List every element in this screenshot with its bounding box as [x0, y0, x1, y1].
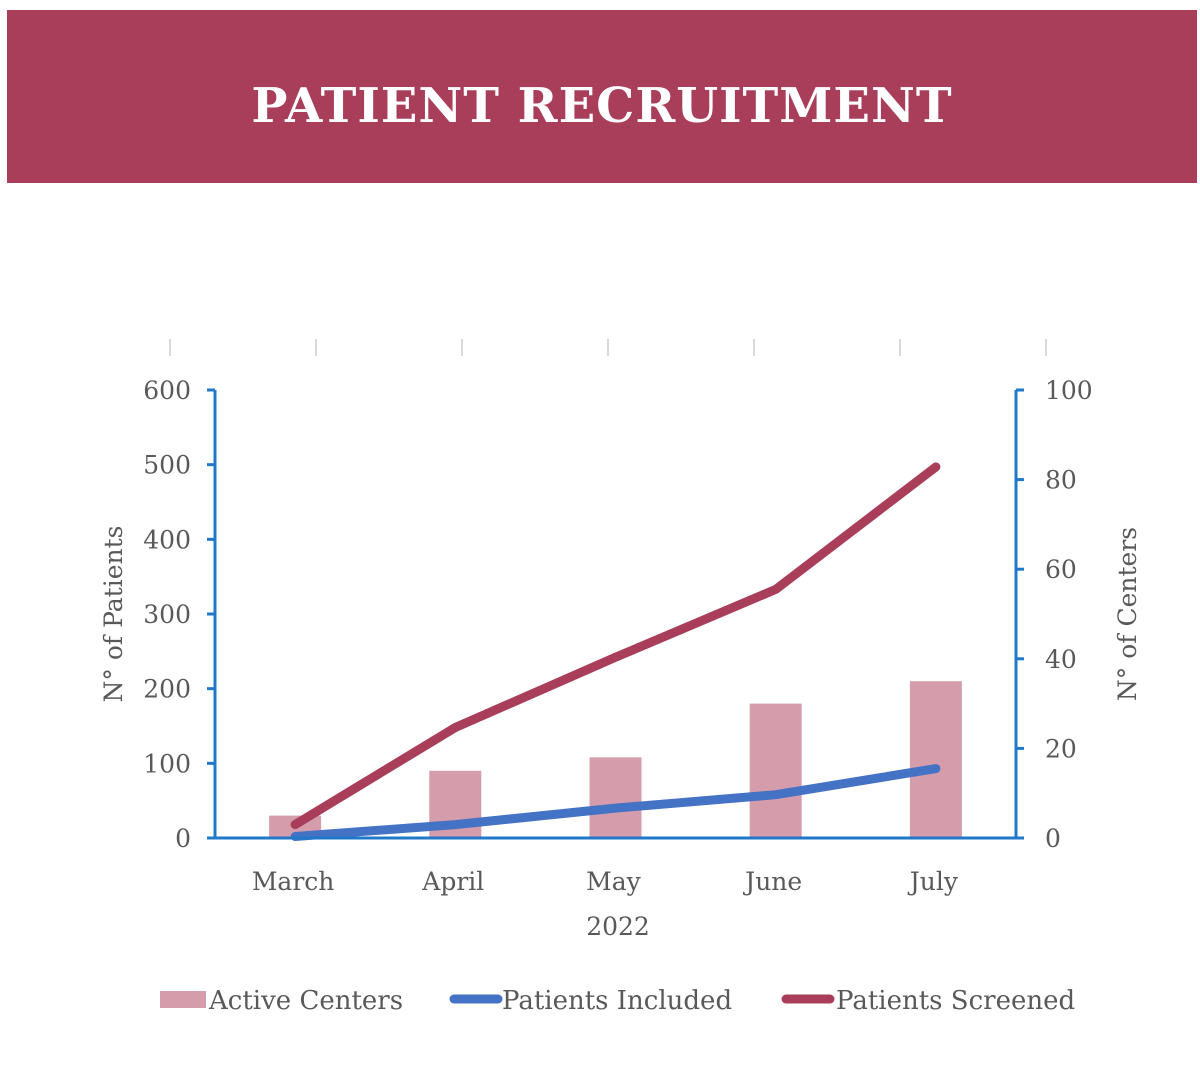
- right-axis-title: N° of Centers: [1113, 527, 1142, 701]
- x-tick-label-march: March: [252, 867, 335, 896]
- right-tick-label: 20: [1045, 734, 1077, 763]
- axis-labels: 0 100 200 300 400 500 600 0 20 40 60 80 100 March Apri…: [99, 376, 1142, 941]
- x-tick-label-may: May: [586, 867, 642, 896]
- left-tick-label: 100: [143, 749, 191, 778]
- left-tick-label: 500: [143, 451, 191, 480]
- left-axis-title: N° of Patients: [99, 526, 128, 703]
- legend-label-patients-included: Patients Included: [502, 986, 732, 1016]
- left-tick-label: 0: [175, 824, 191, 853]
- right-tick-label: 60: [1045, 555, 1077, 584]
- x-tick-label-june: June: [742, 867, 802, 896]
- line-patients-screened: [290, 462, 941, 830]
- bar-june: [749, 703, 802, 838]
- left-tick-label: 200: [143, 675, 191, 704]
- top-tick-marks: [169, 339, 1047, 356]
- legend-label-active-centers: Active Centers: [208, 986, 403, 1016]
- right-tick-label: 100: [1045, 376, 1093, 405]
- legend-swatch-active-centers: [160, 991, 206, 1008]
- right-tick-label: 40: [1045, 645, 1077, 674]
- left-tick-label: 600: [143, 376, 191, 405]
- bar-may: [589, 757, 642, 838]
- left-tick-label: 300: [143, 600, 191, 629]
- page-title: PATIENT RECRUITMENT: [251, 78, 953, 134]
- chart-axes: [207, 388, 1024, 840]
- title-banner: PATIENT RECRUITMENT: [7, 10, 1197, 183]
- left-tick-label: 400: [143, 525, 191, 554]
- x-axis-title: 2022: [586, 912, 650, 941]
- right-tick-label: 0: [1045, 824, 1061, 853]
- legend-label-patients-screened: Patients Screened: [836, 986, 1075, 1016]
- series-lines: [290, 462, 941, 841]
- x-tick-label-april: April: [421, 867, 484, 896]
- legend: Active Centers Patients Included Patients …: [160, 986, 1075, 1016]
- bar-july: [909, 681, 962, 838]
- right-tick-label: 80: [1045, 466, 1077, 495]
- active-centers-bars: [269, 681, 962, 838]
- x-tick-label-july: July: [907, 867, 959, 896]
- line-patients-included: [290, 764, 941, 841]
